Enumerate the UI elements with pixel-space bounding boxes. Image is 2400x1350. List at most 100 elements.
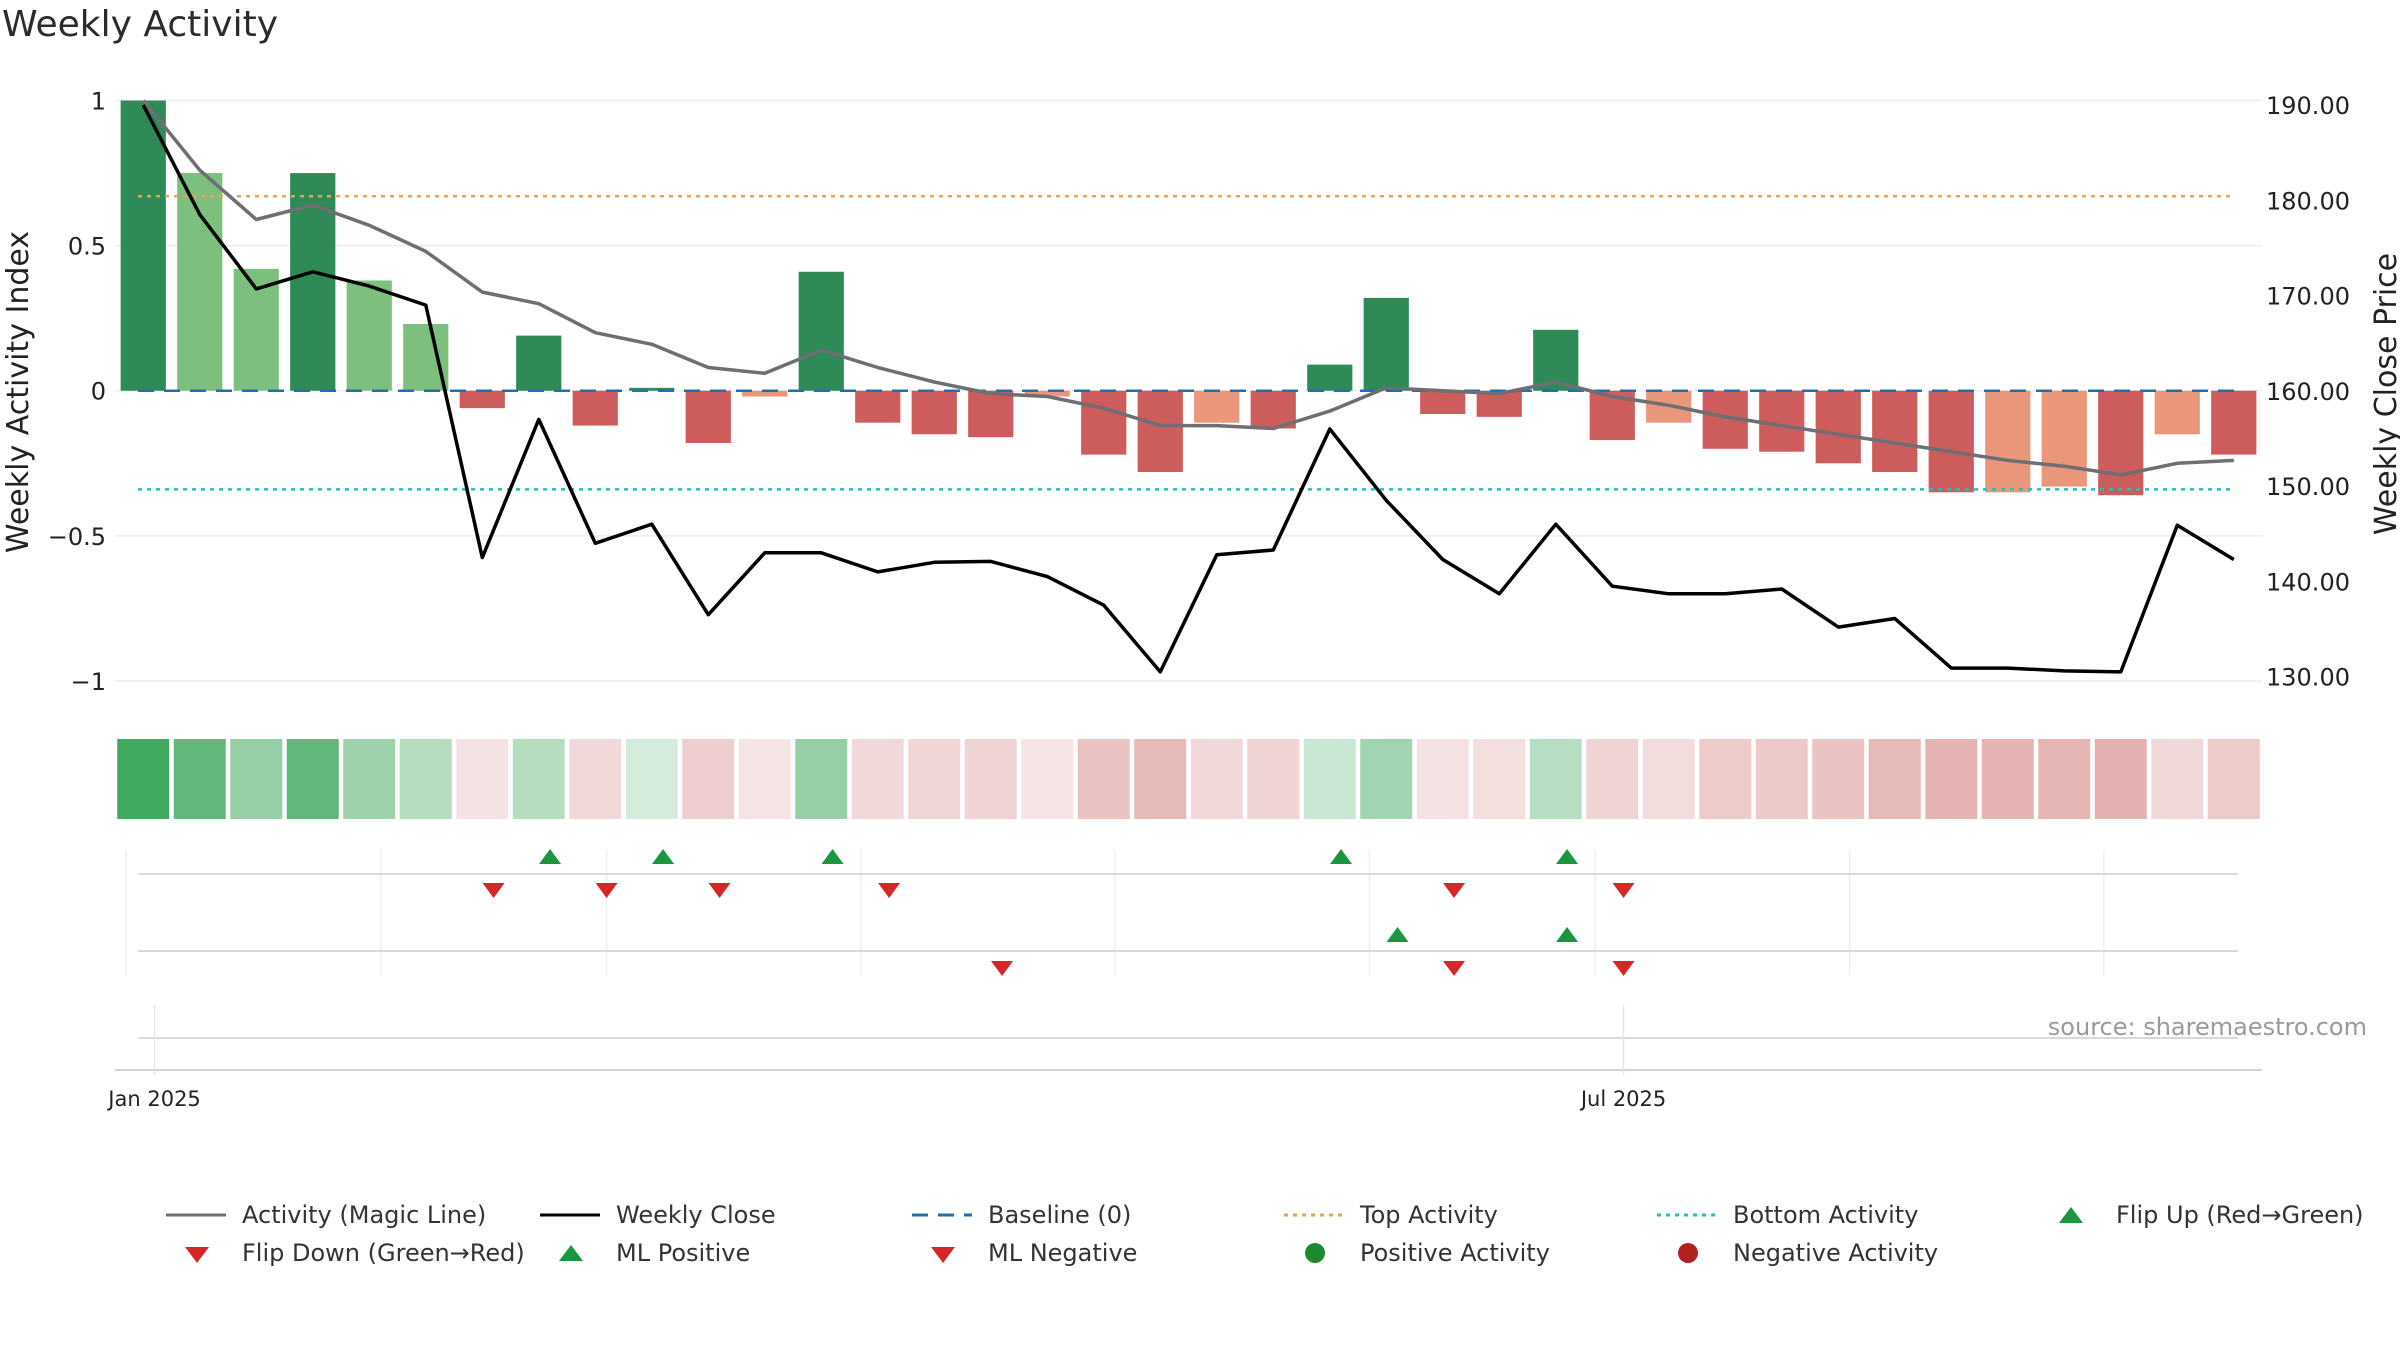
flip-down-marker [708,883,731,898]
legend-swatch-negative-activity [1678,1243,1698,1263]
heat-cell [343,739,396,819]
weekly-close-line [141,104,2235,674]
heat-cell [2038,739,2091,819]
flip-up-marker [652,849,675,864]
heat-cell [625,739,678,819]
heat-cell [2151,739,2204,819]
legend-label: ML Positive [616,1239,751,1267]
legend-swatch-magic-line [166,1213,226,1217]
legend-swatch-weekly-close [540,1213,600,1217]
activity-bar [1194,390,1240,423]
y-tick-label: 0 [91,378,106,406]
heat-cell [1190,739,1243,819]
legend-item-top-activity: Top Activity [1284,1196,1498,1234]
magic-line [141,99,2234,477]
heat-cell [682,739,735,819]
legend-item-negative-activity: Negative Activity [1657,1234,1938,1272]
y2-tick-label: 170.00 [2266,283,2350,311]
activity-bar [516,335,562,391]
activity-bar [1815,390,1861,464]
y2-axis-label: Weekly Close Price [2369,253,2400,535]
activity-bar [572,390,618,426]
legend-label: Flip Down (Green→Red) [242,1239,525,1267]
activity-bar [177,173,223,391]
activity-bar [1081,390,1127,455]
heat-cell [851,739,904,819]
heat-cell [399,739,452,819]
y2-tick-label: 140.00 [2266,568,2350,596]
legend-item-ml-negative: ML Negative [912,1234,1137,1272]
legend-label: Flip Up (Red→Green) [2116,1201,2364,1229]
flip-up-marker [1556,849,1579,864]
heat-cell [1812,739,1865,819]
activity-bar [1872,390,1918,473]
x-tick-label: Jul 2025 [1579,1087,1666,1111]
legend-swatch-positive-activity [1305,1243,1325,1263]
heat-cell [1134,739,1187,819]
y-tick-label: −0.5 [48,523,106,551]
heat-cell [1925,739,1978,819]
activity-bar [1307,364,1353,391]
heat-cell [1755,739,1808,819]
y2-tick-label: 150.00 [2266,473,2350,501]
ml-negative-marker [991,961,1014,976]
legend-swatch-bottom-activity [1657,1213,1717,1217]
activity-bar [459,390,505,409]
legend-swatch-baseline [912,1213,972,1217]
activity-bar [120,100,166,391]
activity-bar [1985,390,2031,493]
flip-down-marker [482,883,505,898]
heat-cell [1416,739,1469,819]
ml-positive-marker [1386,927,1409,942]
heat-cell [1077,739,1130,819]
heat-cell [795,739,848,819]
activity-bar [2154,390,2200,435]
activity-bar [968,390,1014,438]
x-tick-label: Jan 2025 [106,1087,201,1111]
heat-cell [1868,739,1921,819]
flip-up-marker [1330,849,1353,864]
activity-bar [685,390,731,443]
legend-swatch-top-activity [1284,1213,1344,1217]
y2-tick-label: 130.00 [2266,664,2350,692]
y-tick-label: 1 [91,88,106,116]
heat-cell [1699,739,1752,819]
legend-item-bottom-activity: Bottom Activity [1657,1196,1918,1234]
flip-down-marker [595,883,618,898]
heat-cell [569,739,622,819]
ml-positive-marker [1556,927,1579,942]
activity-bar [346,280,392,391]
legend-item-ml-positive: ML Positive [540,1234,750,1272]
activity-bar [629,387,675,391]
y2-tick-label: 190.00 [2266,92,2350,120]
ml-negative-marker [1612,961,1635,976]
activity-bar [742,390,788,397]
heat-cell [1473,739,1526,819]
heat-cell [1303,739,1356,819]
legend-swatch-flip-up [2059,1207,2083,1223]
legend-item-positive-activity: Positive Activity [1284,1234,1550,1272]
legend-swatch-flip-down [185,1247,209,1263]
y2-tick-label: 160.00 [2266,378,2350,406]
legend-item-magic-line: Activity (Magic Line) [166,1196,486,1234]
source-credit: source: sharemaestro.com [2048,1013,2367,1041]
activity-bar [1759,390,1805,452]
legend-label: Bottom Activity [1733,1201,1919,1229]
chart-title: Weekly Activity [2,4,279,45]
heat-cell [173,739,226,819]
chart-legend: Activity (Magic Line) Weekly Close Basel… [160,1196,2400,1276]
y-tick-label: −1 [71,668,106,696]
activity-bar [2098,390,2144,496]
heat-cell [738,739,791,819]
heat-cell [456,739,509,819]
heat-cell [1247,739,1300,819]
activity-bar [911,390,957,435]
legend-label: Baseline (0) [988,1201,1132,1229]
flip-down-marker [1443,883,1466,898]
heat-cell [512,739,565,819]
activity-bar [855,390,901,423]
heat-cell [1360,739,1413,819]
legend-swatch-ml-positive [559,1245,583,1261]
legend-item-baseline: Baseline (0) [912,1196,1131,1234]
legend-label: ML Negative [988,1239,1138,1267]
